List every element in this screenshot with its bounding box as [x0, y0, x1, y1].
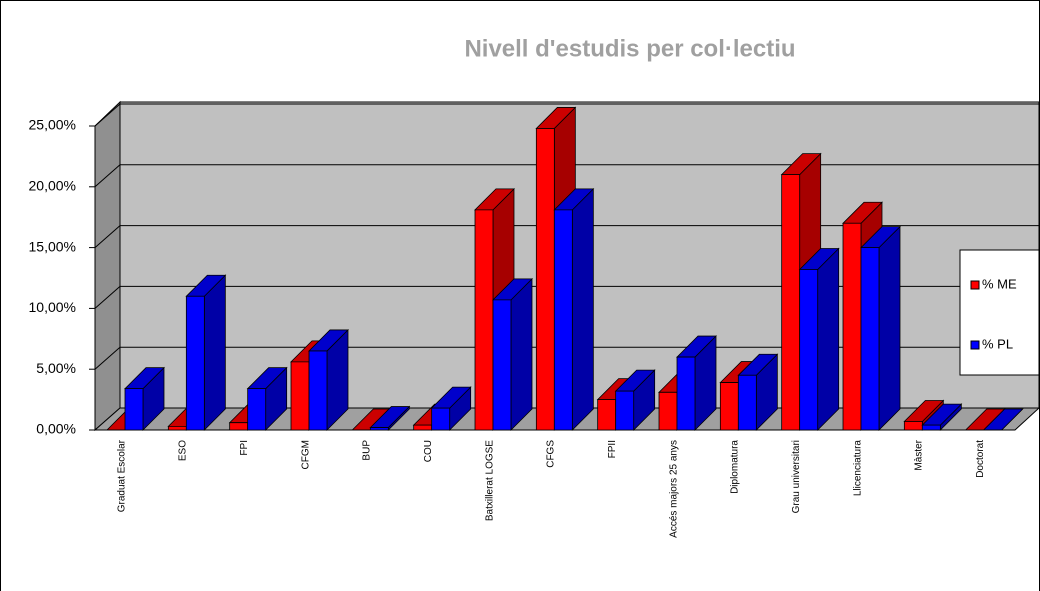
grid-line: [94, 103, 121, 127]
grid-line: [94, 286, 121, 309]
bar: [676, 335, 717, 431]
bar: [982, 408, 1024, 431]
y-tick-label: 10,00%: [29, 299, 76, 315]
bar-front: [860, 247, 880, 431]
bar-front: [781, 174, 801, 431]
y-tick-label: 15,00%: [29, 238, 76, 254]
x-tick-label: Accés majors 25 anys: [668, 440, 679, 538]
bar-front: [229, 422, 249, 431]
bar-front: [597, 399, 617, 431]
bar-front: [921, 424, 941, 431]
x-tick-label: FPII: [607, 440, 618, 458]
bar-side: [571, 187, 594, 431]
bar-front: [431, 407, 451, 431]
grid-line: [94, 346, 121, 370]
x-tick-label: ESO: [178, 440, 189, 461]
y-tick-label: 0,00%: [36, 421, 76, 437]
grid-line: [94, 164, 121, 188]
x-tick-label: COU: [423, 440, 434, 462]
y-tick-label: 5,00%: [36, 360, 76, 376]
bar: [246, 366, 288, 431]
chart-title: Nivell d'estudis per col·lectiu: [464, 35, 795, 62]
bar: [553, 187, 595, 431]
x-tick-label: CFGM: [300, 440, 311, 469]
bar-front: [719, 382, 739, 431]
x-tick-label: Doctorat: [975, 440, 986, 478]
bar: [614, 369, 656, 431]
bar: [185, 274, 227, 431]
x-tick-label: Diplomatura: [730, 440, 741, 494]
bar-front: [903, 421, 923, 431]
bar-front: [799, 269, 819, 431]
bar-front: [737, 374, 757, 431]
side-wall: [94, 100, 121, 432]
bar-side: [203, 274, 226, 431]
bar-front: [535, 128, 555, 431]
bar-front: [842, 222, 862, 431]
bar: [798, 247, 840, 431]
bar: [737, 353, 779, 431]
bar-front: [369, 427, 389, 431]
bar-front: [247, 388, 267, 431]
bar: [921, 403, 963, 431]
bar-front: [658, 391, 678, 431]
bar-side: [878, 225, 901, 431]
bar: [860, 225, 901, 431]
bar-front: [615, 390, 635, 431]
y-tick-label: 20,00%: [29, 178, 76, 194]
x-tick-label: Llicenciatura: [852, 440, 863, 497]
bar-front: [553, 209, 573, 431]
x-tick-label: CFGS: [546, 440, 557, 468]
bar-front: [492, 299, 512, 431]
bar-front: [308, 350, 328, 431]
legend-label: % ME: [982, 276, 1017, 291]
bar-side: [817, 247, 840, 431]
bar: [430, 386, 472, 431]
bar: [124, 366, 165, 431]
bar: [308, 328, 349, 431]
x-tick-label: Grau universitari: [791, 440, 802, 513]
legend-label: % PL: [982, 336, 1013, 351]
x-tick-label: BUP: [362, 440, 373, 461]
x-tick-label: FPI: [239, 440, 250, 456]
grid-line: [94, 225, 121, 248]
bar-front: [676, 356, 696, 431]
legend-swatch: [970, 340, 980, 350]
bar-front: [185, 295, 205, 431]
legend-swatch: [970, 280, 980, 290]
y-tick-label: 25,00%: [29, 117, 76, 133]
x-tick-label: Batxillerat LOGSE: [484, 440, 495, 521]
bar-front: [124, 388, 144, 431]
x-tick-label: Màster: [914, 439, 925, 470]
bar: [492, 277, 533, 431]
bar: [369, 405, 411, 431]
bar-front: [474, 209, 494, 431]
bar-side: [510, 277, 533, 431]
x-tick-label: Graduat Escolar: [116, 439, 127, 512]
legend-box: [959, 249, 1040, 376]
bar-front: [167, 425, 187, 431]
bar-front: [290, 361, 310, 431]
bar-front: [413, 424, 433, 431]
